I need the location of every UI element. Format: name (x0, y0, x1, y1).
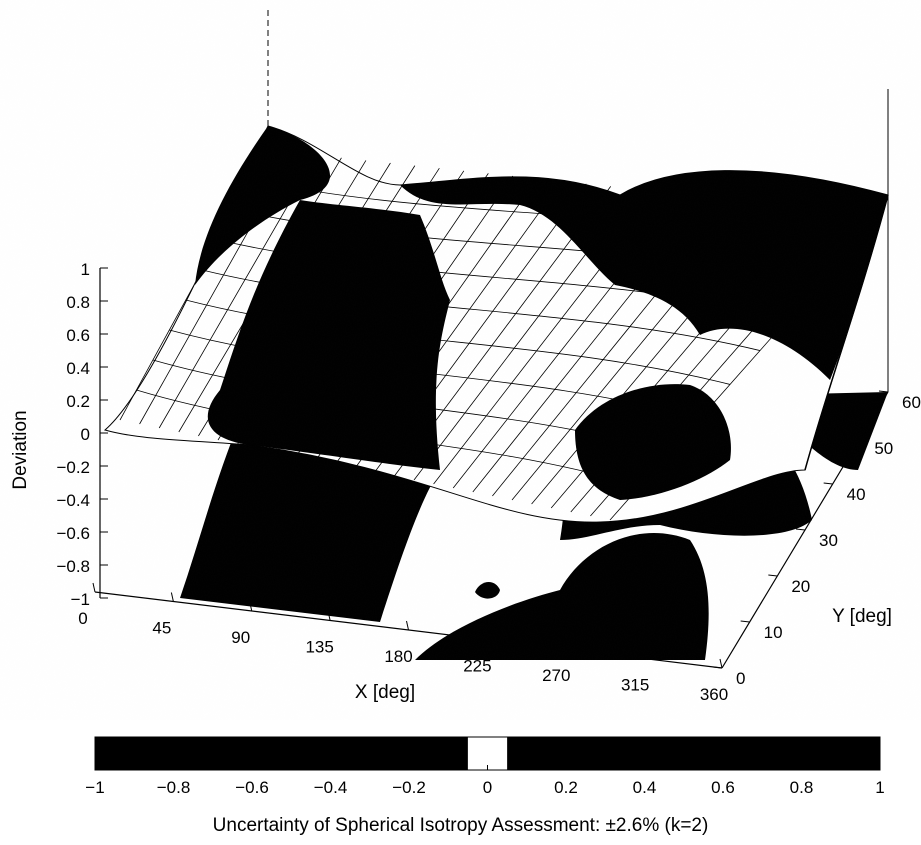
colorbar-tick-label: 0.2 (554, 778, 578, 797)
colorbar-tick-label: 0.8 (790, 778, 814, 797)
colorbar-tick-label: −0.8 (157, 778, 191, 797)
caption: Uncertainty of Spherical Isotropy Assess… (212, 815, 709, 836)
colorbar: −1 −0.8 −0.6 −0.4 −0.2 0 0.2 0.4 0.6 0.8 1 (85, 736, 885, 797)
colorbar-tick-label: 0 (483, 778, 492, 797)
colorbar-tick-label: −0.4 (314, 778, 348, 797)
colorbar-ticks: −1 −0.8 −0.6 −0.4 −0.2 0 0.2 0.4 0.6 0.8 1 (85, 765, 885, 797)
colorbar-tick-label: 1 (875, 778, 884, 797)
colorbar-tick-label: −0.6 (235, 778, 269, 797)
scan-grain-overlay (0, 0, 921, 720)
colorbar-tick-label: −1 (85, 778, 104, 797)
colorbar-tick-label: 0.4 (633, 778, 657, 797)
colorbar-tick-label: −0.2 (392, 778, 426, 797)
colorbar-tick-label: 0.6 (711, 778, 735, 797)
colorbar-white-band (467, 737, 508, 770)
